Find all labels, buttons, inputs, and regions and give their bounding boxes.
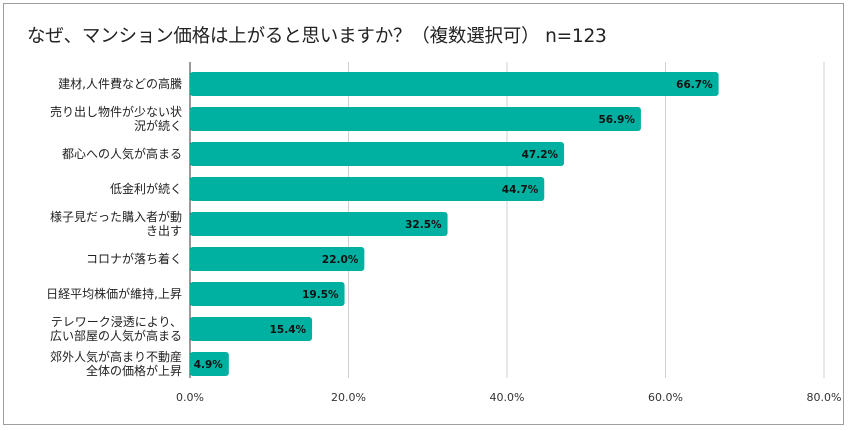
bar-value-label: 44.7%: [502, 184, 539, 196]
bar-value-label: 19.5%: [302, 289, 339, 301]
bar-value-label: 4.9%: [194, 359, 224, 371]
bars: 66.7% 56.9% 47.2% 44.7% 32.5% 22.0% 19.5% 15.4%…: [190, 72, 719, 376]
category-label: 低金利が続く: [110, 181, 182, 196]
x-tick-label: 80.0%: [807, 391, 842, 404]
category-label: テレワーク浸透により、: [51, 315, 182, 329]
bar-value-label: 22.0%: [322, 254, 359, 266]
bar-value-label: 66.7%: [676, 79, 713, 91]
category-label: 況が続く: [134, 118, 182, 133]
bar: [190, 107, 641, 131]
bar: [190, 317, 313, 341]
bar: [190, 352, 229, 376]
x-tick-label: 0.0%: [176, 391, 204, 404]
x-tick-label: 20.0%: [331, 391, 366, 404]
category-label: 全体の価格が上昇: [86, 363, 182, 378]
bar: [190, 247, 365, 271]
bar-value-label: 32.5%: [405, 219, 442, 231]
bar: [190, 72, 719, 96]
bar-value-label: 15.4%: [270, 324, 307, 336]
bar: [190, 282, 345, 306]
category-label: 売り出し物件が少ない状: [50, 104, 182, 119]
category-label: 様子見だった購入者が動: [50, 209, 182, 224]
bar: [190, 177, 545, 201]
category-labels: 建材,人件費などの高騰売り出し物件が少ない状況が続く都心への人気が高まる低金利が…: [46, 76, 182, 378]
category-label: 日経平均株価が維持,上昇: [46, 286, 182, 301]
x-axis-ticks: 0.0% 20.0% 40.0% 60.0% 80.0%: [176, 391, 841, 404]
bar: [190, 212, 448, 236]
bar: [190, 142, 565, 166]
category-label: き出す: [146, 224, 182, 238]
category-label: コロナが落ち着く: [86, 251, 182, 266]
category-label: 建材,人件費などの高騰: [58, 76, 182, 91]
bar-value-label: 56.9%: [598, 114, 635, 126]
category-label: 広い部屋の人気が高まる: [50, 328, 182, 343]
x-tick-label: 40.0%: [490, 391, 525, 404]
category-label: 郊外人気が高まり不動産: [50, 349, 182, 364]
x-tick-label: 60.0%: [648, 391, 683, 404]
category-label: 都心への人気が高まる: [62, 146, 182, 161]
bar-value-label: 47.2%: [522, 149, 559, 161]
chart-title: なぜ、マンション価格は上がると思いますか？（複数選択可） n=123: [27, 26, 607, 47]
